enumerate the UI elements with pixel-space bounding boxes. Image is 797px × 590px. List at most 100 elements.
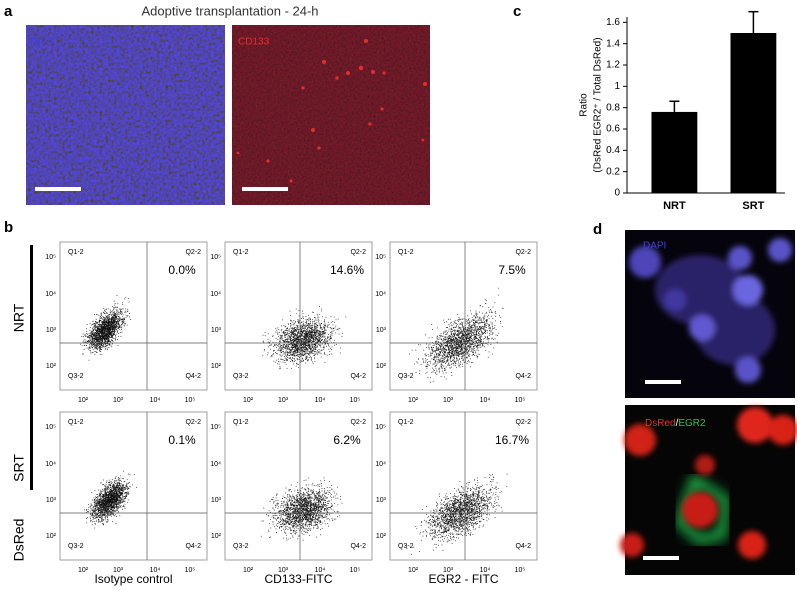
event <box>466 349 467 350</box>
event <box>307 350 308 351</box>
event <box>482 345 483 346</box>
event <box>115 317 116 318</box>
event <box>475 353 476 354</box>
event <box>100 325 101 326</box>
event <box>331 338 332 339</box>
event <box>469 325 470 326</box>
event <box>89 348 90 349</box>
event <box>321 335 322 336</box>
event <box>123 308 124 309</box>
event <box>423 361 424 362</box>
event <box>308 338 309 339</box>
event <box>114 314 115 315</box>
event <box>92 331 93 332</box>
event <box>91 336 92 337</box>
event <box>438 344 439 345</box>
event <box>290 337 291 338</box>
event <box>287 345 288 346</box>
event <box>90 351 91 352</box>
event <box>289 341 290 342</box>
event <box>467 337 468 338</box>
event <box>437 336 438 337</box>
event <box>455 354 456 355</box>
event <box>312 331 313 332</box>
event <box>96 323 97 324</box>
event <box>440 345 441 346</box>
event <box>118 313 119 314</box>
event <box>302 328 303 329</box>
event <box>311 333 312 334</box>
event <box>284 360 285 361</box>
event <box>101 333 102 334</box>
scale-bar <box>35 187 81 191</box>
event <box>292 349 293 350</box>
event <box>114 332 115 333</box>
event <box>283 346 284 347</box>
event <box>312 351 313 352</box>
event <box>467 349 468 350</box>
event <box>80 344 81 345</box>
event <box>419 373 420 374</box>
event <box>440 361 441 362</box>
event <box>460 344 461 345</box>
event <box>462 339 463 340</box>
event <box>491 311 492 312</box>
event <box>323 328 324 329</box>
event <box>310 332 311 333</box>
event <box>322 316 323 317</box>
event <box>287 347 288 348</box>
event <box>308 354 309 355</box>
event <box>119 327 120 328</box>
event <box>293 353 294 354</box>
event <box>307 353 308 354</box>
event <box>308 340 309 341</box>
event <box>96 348 97 349</box>
event <box>129 313 130 314</box>
event <box>118 311 119 312</box>
event <box>99 329 100 330</box>
event <box>112 326 113 327</box>
event <box>301 361 302 362</box>
event <box>89 335 90 336</box>
event <box>455 347 456 348</box>
event <box>314 325 315 326</box>
event <box>283 340 284 341</box>
event <box>459 359 460 360</box>
event <box>101 324 102 325</box>
event <box>94 338 95 339</box>
event <box>110 322 111 323</box>
event <box>100 317 101 318</box>
event <box>305 363 306 364</box>
event <box>463 345 464 346</box>
event <box>87 334 88 335</box>
event <box>94 328 95 329</box>
event <box>105 344 106 345</box>
event <box>428 345 429 346</box>
event <box>112 316 113 317</box>
event <box>296 340 297 341</box>
event <box>436 359 437 360</box>
event <box>90 339 91 340</box>
event <box>280 368 281 369</box>
event <box>103 330 104 331</box>
event <box>103 346 104 347</box>
event <box>315 349 316 350</box>
event <box>296 348 297 349</box>
event <box>308 347 309 348</box>
event <box>449 348 450 349</box>
event <box>292 324 293 325</box>
event <box>95 336 96 337</box>
event <box>82 354 83 355</box>
event <box>294 337 295 338</box>
event <box>458 360 459 361</box>
event <box>117 295 118 296</box>
event <box>114 327 115 328</box>
event <box>295 327 296 328</box>
event <box>476 355 477 356</box>
event <box>324 353 325 354</box>
event <box>316 337 317 338</box>
event <box>95 354 96 355</box>
event <box>459 363 460 364</box>
event <box>311 326 312 327</box>
event <box>315 340 316 341</box>
